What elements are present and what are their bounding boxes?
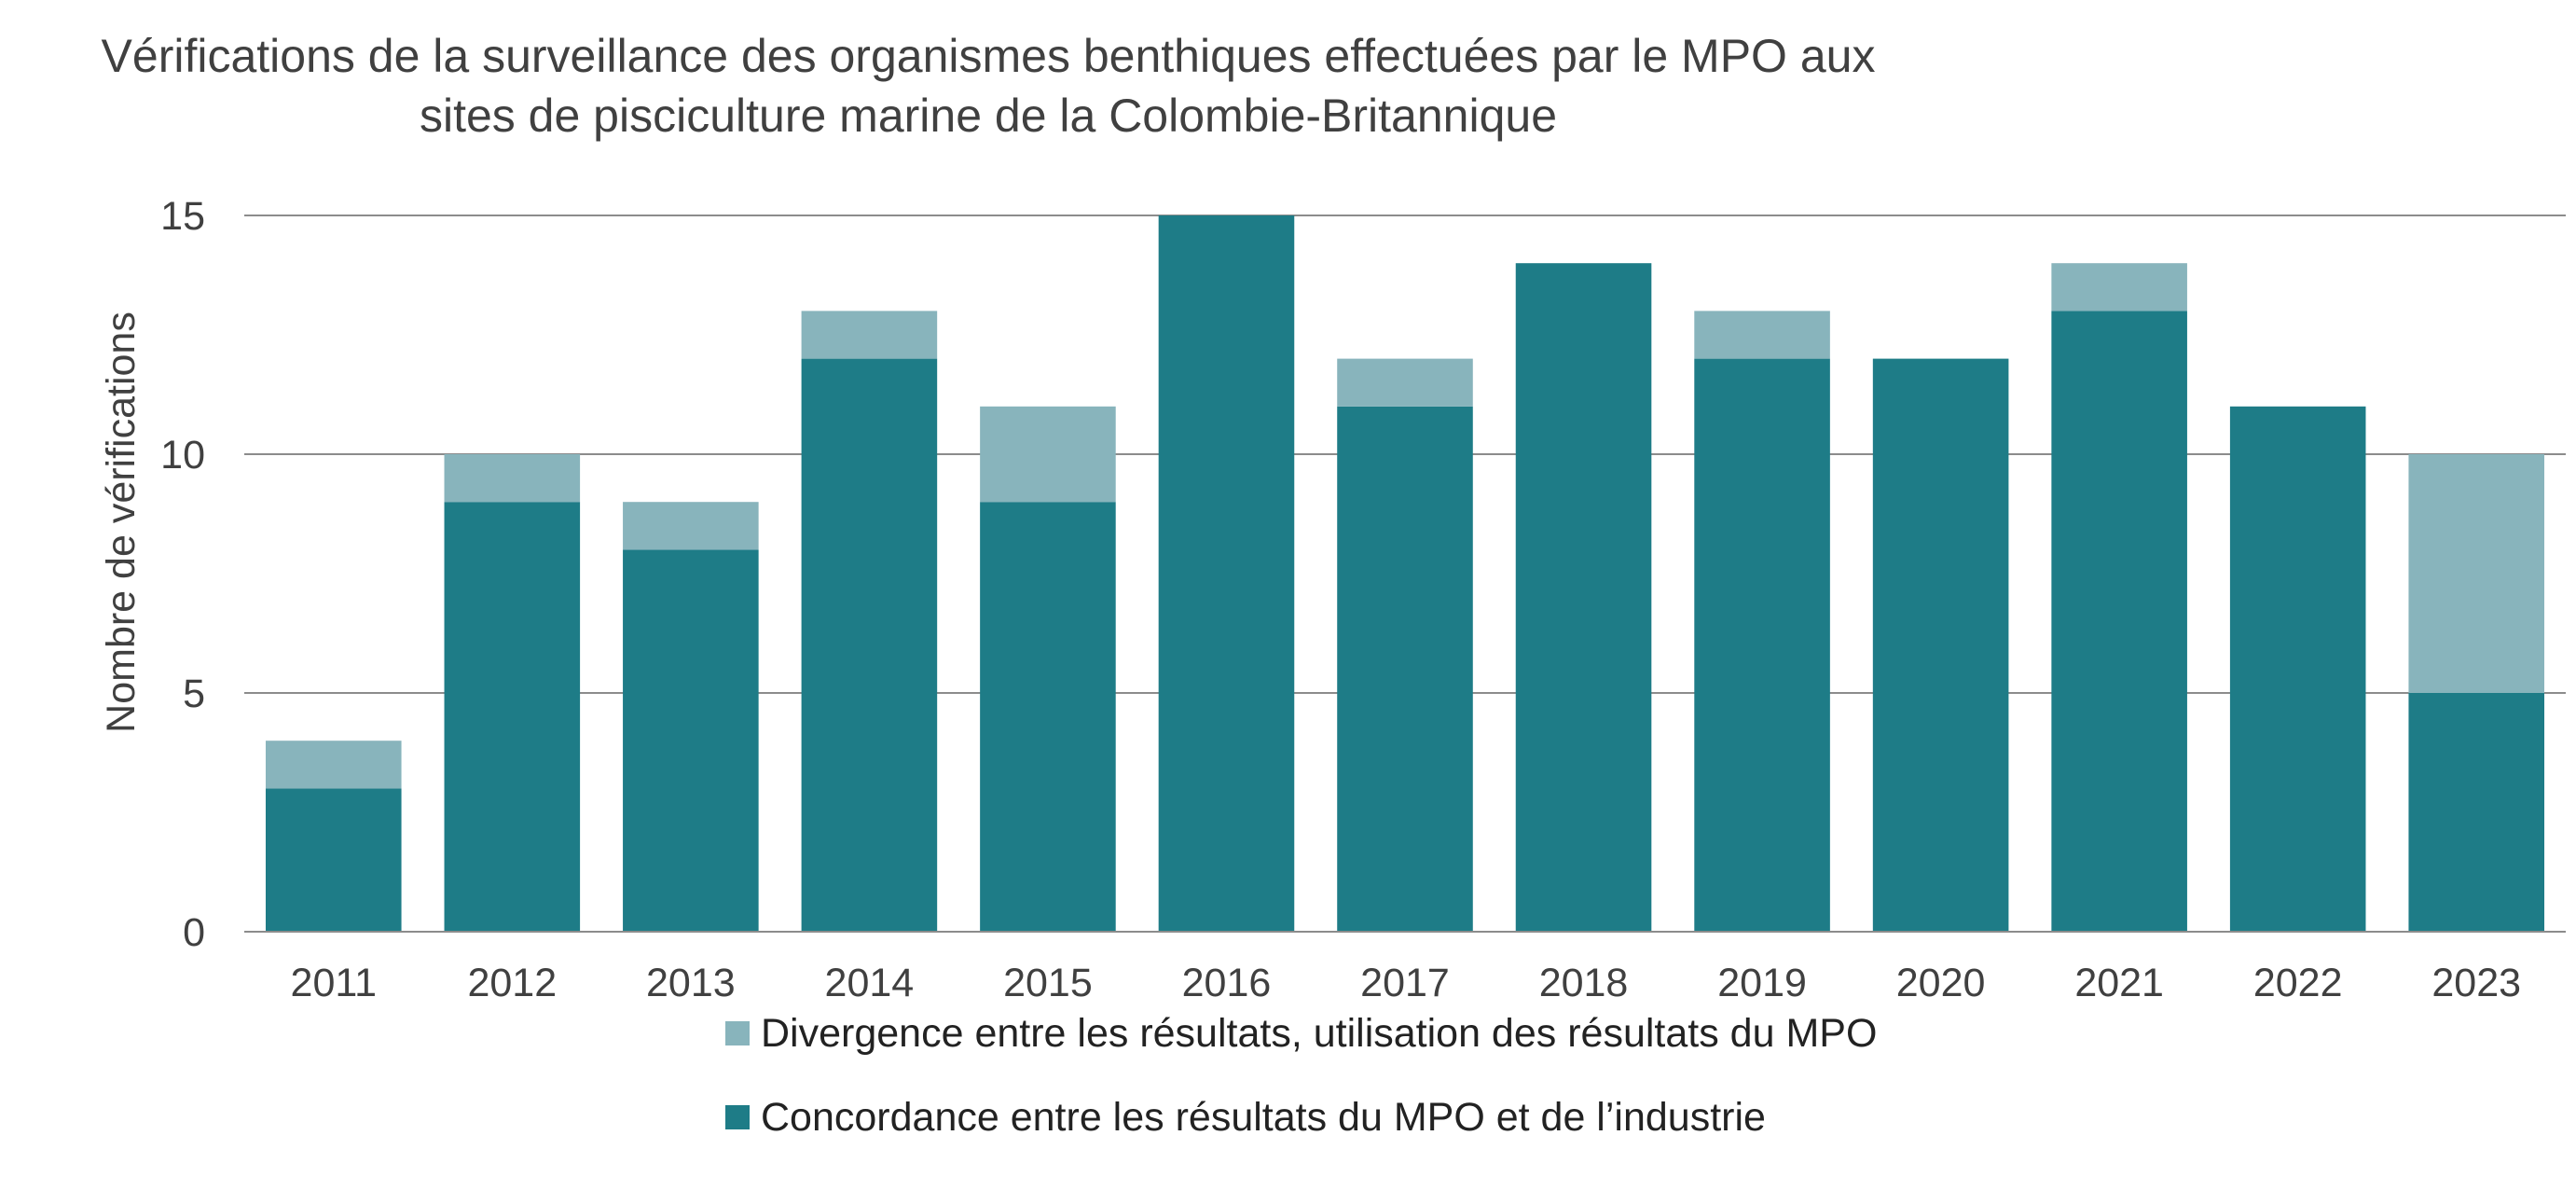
bar-2017-divergence bbox=[1337, 358, 1473, 407]
bar-2015-divergence bbox=[980, 406, 1116, 503]
legend-label-divergence: Divergence entre les résultats, utilisat… bbox=[761, 1010, 1878, 1056]
legend: Divergence entre les résultats, utilisat… bbox=[725, 1009, 1877, 1177]
x-tick-labels: 2011 2012 2013 2014 2015 2016 2017 2018 2019 2020… bbox=[291, 961, 2522, 1005]
x-tick-label: 2014 bbox=[825, 961, 915, 1005]
bar-2015-concordance bbox=[980, 502, 1116, 932]
bar-2023-divergence bbox=[2408, 454, 2545, 693]
bar-2023-concordance bbox=[2408, 693, 2545, 932]
y-tick-label: 15 bbox=[160, 194, 205, 239]
legend-label-concordance: Concordance entre les résultats du MPO e… bbox=[761, 1094, 1766, 1140]
bar-2013-divergence bbox=[623, 502, 759, 550]
bar-2014-divergence bbox=[801, 311, 938, 359]
bar-2011-divergence bbox=[265, 741, 402, 789]
bar-2022-concordance bbox=[2229, 406, 2366, 932]
x-tick-label: 2022 bbox=[2253, 961, 2343, 1005]
bar-2013-concordance bbox=[623, 549, 759, 932]
bar-2012-divergence bbox=[444, 454, 581, 503]
x-tick-label: 2019 bbox=[1717, 961, 1807, 1005]
x-tick-label: 2011 bbox=[291, 961, 377, 1005]
y-axis-label: Nombre de vérifications bbox=[99, 312, 144, 733]
bar-2018-concordance bbox=[1515, 263, 1652, 932]
y-tick-label: 5 bbox=[183, 672, 205, 716]
legend-item-divergence: Divergence entre les résultats, utilisat… bbox=[725, 1009, 1877, 1058]
bar-2020-concordance bbox=[1872, 358, 2009, 933]
y-tick-labels: 0 5 10 15 bbox=[160, 194, 205, 955]
bar-2016-concordance bbox=[1158, 215, 1295, 932]
chart-title: Vérifications de la surveillance des org… bbox=[0, 26, 1977, 145]
bar-2019-divergence bbox=[1694, 311, 1830, 359]
bar-2017-concordance bbox=[1337, 406, 1473, 932]
y-tick-label: 10 bbox=[160, 433, 205, 478]
x-tick-label: 2015 bbox=[1003, 961, 1093, 1005]
legend-swatch-concordance bbox=[725, 1105, 750, 1129]
x-tick-label: 2016 bbox=[1182, 961, 1272, 1005]
x-tick-label: 2020 bbox=[1896, 961, 1986, 1005]
bar-2012-concordance bbox=[444, 502, 581, 932]
x-tick-label: 2021 bbox=[2074, 961, 2164, 1005]
bar-2014-concordance bbox=[801, 358, 938, 933]
x-tick-label: 2023 bbox=[2431, 961, 2521, 1005]
bar-2019-concordance bbox=[1694, 358, 1830, 933]
legend-item-concordance: Concordance entre les résultats du MPO e… bbox=[725, 1093, 1877, 1142]
chart-title-line-1: Vérifications de la surveillance des org… bbox=[101, 30, 1876, 82]
x-tick-label: 2018 bbox=[1539, 961, 1629, 1005]
y-tick-label: 0 bbox=[183, 910, 205, 955]
bar-2021-concordance bbox=[2051, 311, 2187, 932]
x-tick-label: 2013 bbox=[646, 961, 736, 1005]
x-tick-label: 2012 bbox=[467, 961, 557, 1005]
chart-title-line-2: sites de pisciculture marine de la Colom… bbox=[419, 90, 1558, 142]
legend-swatch-divergence bbox=[725, 1021, 750, 1045]
x-tick-label: 2017 bbox=[1360, 961, 1450, 1005]
bar-2021-divergence bbox=[2051, 263, 2187, 312]
bars bbox=[265, 215, 2545, 933]
bar-2011-concordance bbox=[265, 788, 402, 932]
